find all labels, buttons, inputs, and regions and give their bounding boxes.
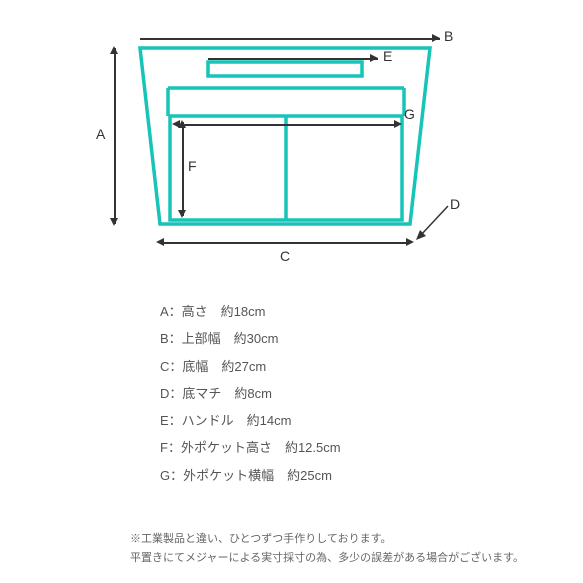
- dim-line-f: [182, 122, 184, 216]
- bag-outline-svg: [100, 30, 450, 262]
- dim-label-c: C: [280, 248, 290, 264]
- spec-row-f: F：外ポケット高さ 約12.5cm: [160, 434, 341, 461]
- spec-row-d: D：底マチ 約8cm: [160, 380, 341, 407]
- arrow-e-right: [370, 54, 378, 62]
- footnote-line2: 平置きにてメジャーによる実寸採寸の為、多少の誤差がある場合がございます。: [130, 549, 524, 568]
- arrow-a-up: [110, 46, 118, 54]
- spec-list: A：高さ 約18cmB：上部幅 約30cmC：底幅 約27cmD：底マチ 約8c…: [160, 298, 341, 489]
- dim-label-f: F: [188, 158, 197, 174]
- spec-row-c: C：底幅 約27cm: [160, 353, 341, 380]
- dim-line-g: [176, 124, 398, 126]
- footnote-line1: ※工業製品と違い、ひとつずつ手作りしております。: [130, 530, 524, 549]
- footnote: ※工業製品と違い、ひとつずつ手作りしております。 平置きにてメジャーによる実寸採…: [130, 530, 524, 567]
- dim-line-e: [208, 58, 378, 60]
- spec-row-a: A：高さ 約18cm: [160, 298, 341, 325]
- dim-label-g: G: [404, 106, 415, 122]
- arrow-c-left: [156, 238, 164, 246]
- dim-label-e: E: [383, 48, 392, 64]
- arrow-g-right: [394, 120, 402, 128]
- arrow-f-down: [178, 210, 186, 218]
- spec-row-e: E：ハンドル 約14cm: [160, 407, 341, 434]
- dimension-diagram: B E A C D F G: [100, 30, 450, 262]
- spec-row-g: G：外ポケット横幅 約25cm: [160, 462, 341, 489]
- arrow-a-down: [110, 218, 118, 226]
- arrow-c-right: [406, 238, 414, 246]
- dim-line-c: [160, 242, 410, 244]
- arrow-b-right: [432, 34, 440, 42]
- dim-line-a: [114, 48, 116, 224]
- dim-label-d: D: [450, 196, 460, 212]
- dim-line-b: [140, 38, 440, 40]
- dim-label-a: A: [96, 126, 105, 142]
- arrow-g-left: [172, 120, 180, 128]
- spec-row-b: B：上部幅 約30cm: [160, 325, 341, 352]
- dim-label-b: B: [444, 28, 453, 44]
